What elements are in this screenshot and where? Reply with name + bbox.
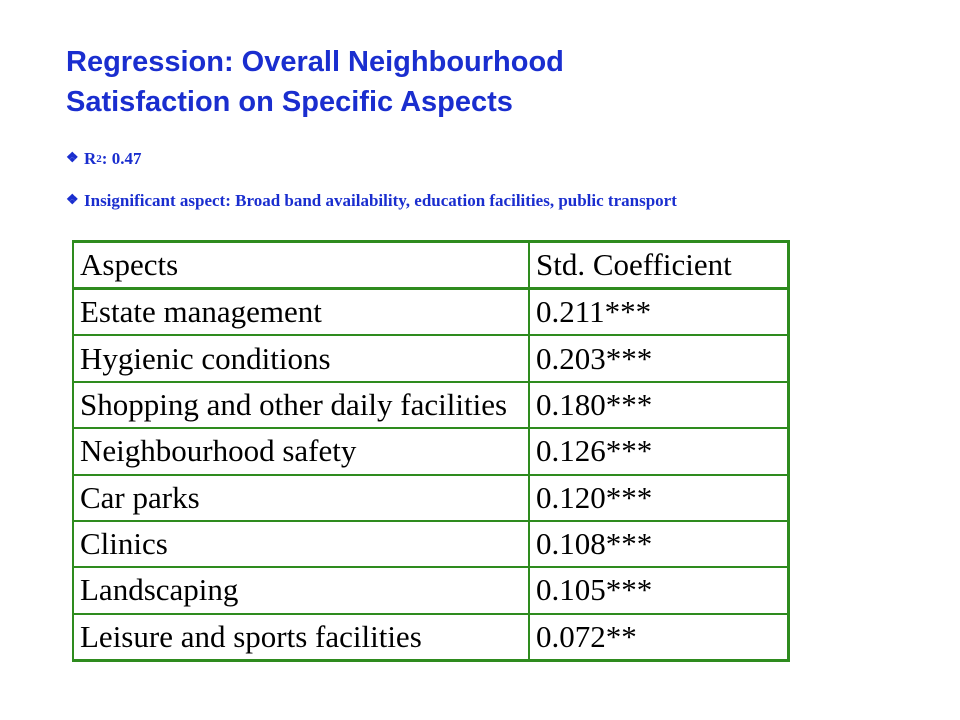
table-row: Neighbourhood safety 0.126***	[74, 428, 787, 476]
coefficient-cell: 0.108***	[529, 520, 787, 569]
table-row: Estate management 0.211***	[74, 288, 787, 337]
coefficient-cell: 0.105***	[529, 567, 787, 615]
coefficient-cell: 0.180***	[529, 381, 787, 430]
aspect-cell: Hygienic conditions	[74, 335, 530, 383]
aspect-cell: Neighbourhood safety	[74, 428, 530, 476]
slide-title-line-2: Satisfaction on Specific Aspects	[66, 86, 513, 118]
bullet-insignificant-aspects: ❖ Insignificant aspect: Broad band avail…	[66, 190, 946, 212]
table-row: Clinics 0.108***	[74, 520, 787, 569]
diamond-bullet-icon: ❖	[66, 193, 79, 208]
r-squared-value: : 0.47	[101, 149, 142, 168]
table-row: Landscaping 0.105***	[74, 567, 787, 615]
header-aspects: Aspects	[74, 243, 530, 290]
diamond-bullet-icon: ❖	[66, 151, 79, 166]
coefficient-cell: 0.120***	[529, 474, 787, 522]
table-row: Leisure and sports facilities 0.072**	[74, 613, 787, 659]
aspect-cell: Clinics	[74, 520, 530, 569]
table-row: Hygienic conditions 0.203***	[74, 335, 787, 383]
insignificant-aspects-text: Insignificant aspect: Broad band availab…	[84, 191, 677, 210]
coefficient-cell: 0.203***	[529, 335, 787, 383]
table-header-row: Aspects Std. Coefficient	[74, 243, 787, 290]
header-std-coefficient: Std. Coefficient	[529, 243, 787, 290]
slide-title: Regression: Overall Neighbourhood Satisf…	[66, 42, 906, 122]
aspect-cell: Car parks	[74, 474, 530, 522]
aspect-cell: Landscaping	[74, 567, 530, 615]
aspect-cell: Estate management	[74, 288, 530, 337]
slide-title-line-1: Regression: Overall Neighbourhood	[66, 46, 564, 78]
aspect-cell: Leisure and sports facilities	[74, 613, 530, 659]
aspect-cell: Shopping and other daily facilities	[74, 381, 530, 430]
coefficient-cell: 0.211***	[529, 288, 787, 337]
table-row: Car parks 0.120***	[74, 474, 787, 522]
coefficient-cell: 0.072**	[536, 618, 637, 654]
table-row: Shopping and other daily facilities 0.18…	[74, 381, 787, 430]
coefficients-table: Aspects Std. Coefficient Estate manageme…	[72, 240, 790, 662]
r-squared-label: R	[84, 149, 97, 168]
coefficient-cell: 0.126***	[529, 428, 787, 476]
